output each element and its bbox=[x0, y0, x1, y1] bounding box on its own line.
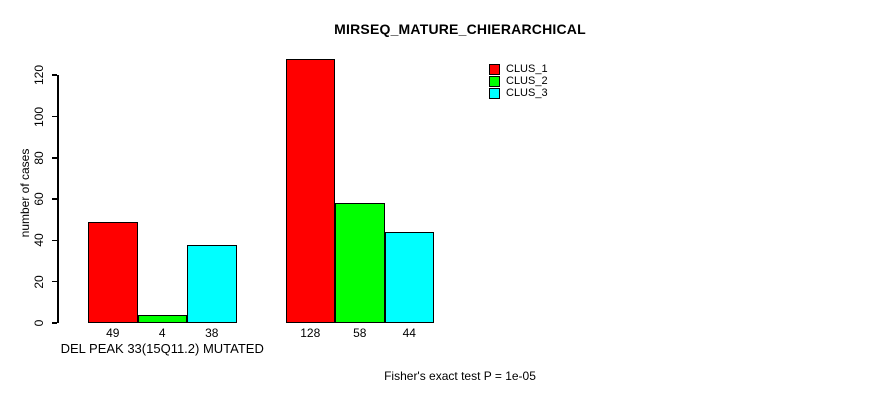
legend-swatch-clus-3 bbox=[489, 87, 500, 99]
legend-swatch-clus-2 bbox=[489, 75, 500, 87]
group-axis-label: DEL PEAK 33(15Q11.2) MUTATED bbox=[60, 341, 264, 356]
legend-label: CLUS_2 bbox=[506, 75, 548, 87]
bar-value-label: 49 bbox=[106, 326, 120, 340]
bar-value-label: 58 bbox=[353, 326, 367, 340]
y-axis-tick bbox=[52, 157, 57, 159]
bar-value-label: 38 bbox=[205, 326, 219, 340]
bar-clus-1 bbox=[88, 221, 138, 323]
y-axis-tick-label: 120 bbox=[32, 65, 46, 86]
y-axis bbox=[57, 75, 59, 323]
y-axis-tick-label: 0 bbox=[32, 319, 46, 327]
y-axis-label: number of cases bbox=[18, 148, 32, 238]
chart-title: MIRSEQ_MATURE_CHIERARCHICAL bbox=[334, 21, 586, 37]
y-axis-tick bbox=[52, 322, 57, 324]
y-axis-tick-label: 60 bbox=[32, 192, 46, 206]
bar-value-label: 4 bbox=[158, 326, 166, 340]
bar-clus-2 bbox=[335, 203, 385, 323]
bar-value-label: 128 bbox=[300, 326, 321, 340]
bar-clus-3 bbox=[187, 244, 237, 323]
y-axis-tick bbox=[52, 198, 57, 200]
legend: CLUS_1 CLUS_2 CLUS_3 bbox=[489, 63, 548, 99]
y-axis-tick-label: 80 bbox=[32, 151, 46, 165]
bar-value-label: 44 bbox=[402, 326, 416, 340]
y-axis-tick bbox=[52, 74, 57, 76]
bar-clus-1 bbox=[285, 58, 335, 323]
legend-swatch-clus-1 bbox=[489, 63, 500, 75]
bar-clus-2 bbox=[137, 314, 187, 323]
footnote: Fisher's exact test P = 1e-05 bbox=[384, 369, 536, 383]
y-axis-tick-label: 100 bbox=[32, 106, 46, 127]
legend-item: CLUS_3 bbox=[489, 87, 548, 99]
y-axis-tick-label: 40 bbox=[32, 233, 46, 248]
legend-item: CLUS_1 bbox=[489, 63, 548, 75]
legend-item: CLUS_2 bbox=[489, 75, 548, 87]
y-axis-tick bbox=[52, 280, 57, 283]
bar-clus-3 bbox=[384, 232, 434, 323]
legend-label: CLUS_1 bbox=[506, 63, 548, 75]
y-axis-tick bbox=[52, 115, 57, 118]
y-axis-tick bbox=[52, 239, 57, 242]
y-axis-tick-label: 20 bbox=[32, 275, 46, 289]
legend-label: CLUS_3 bbox=[506, 87, 548, 99]
